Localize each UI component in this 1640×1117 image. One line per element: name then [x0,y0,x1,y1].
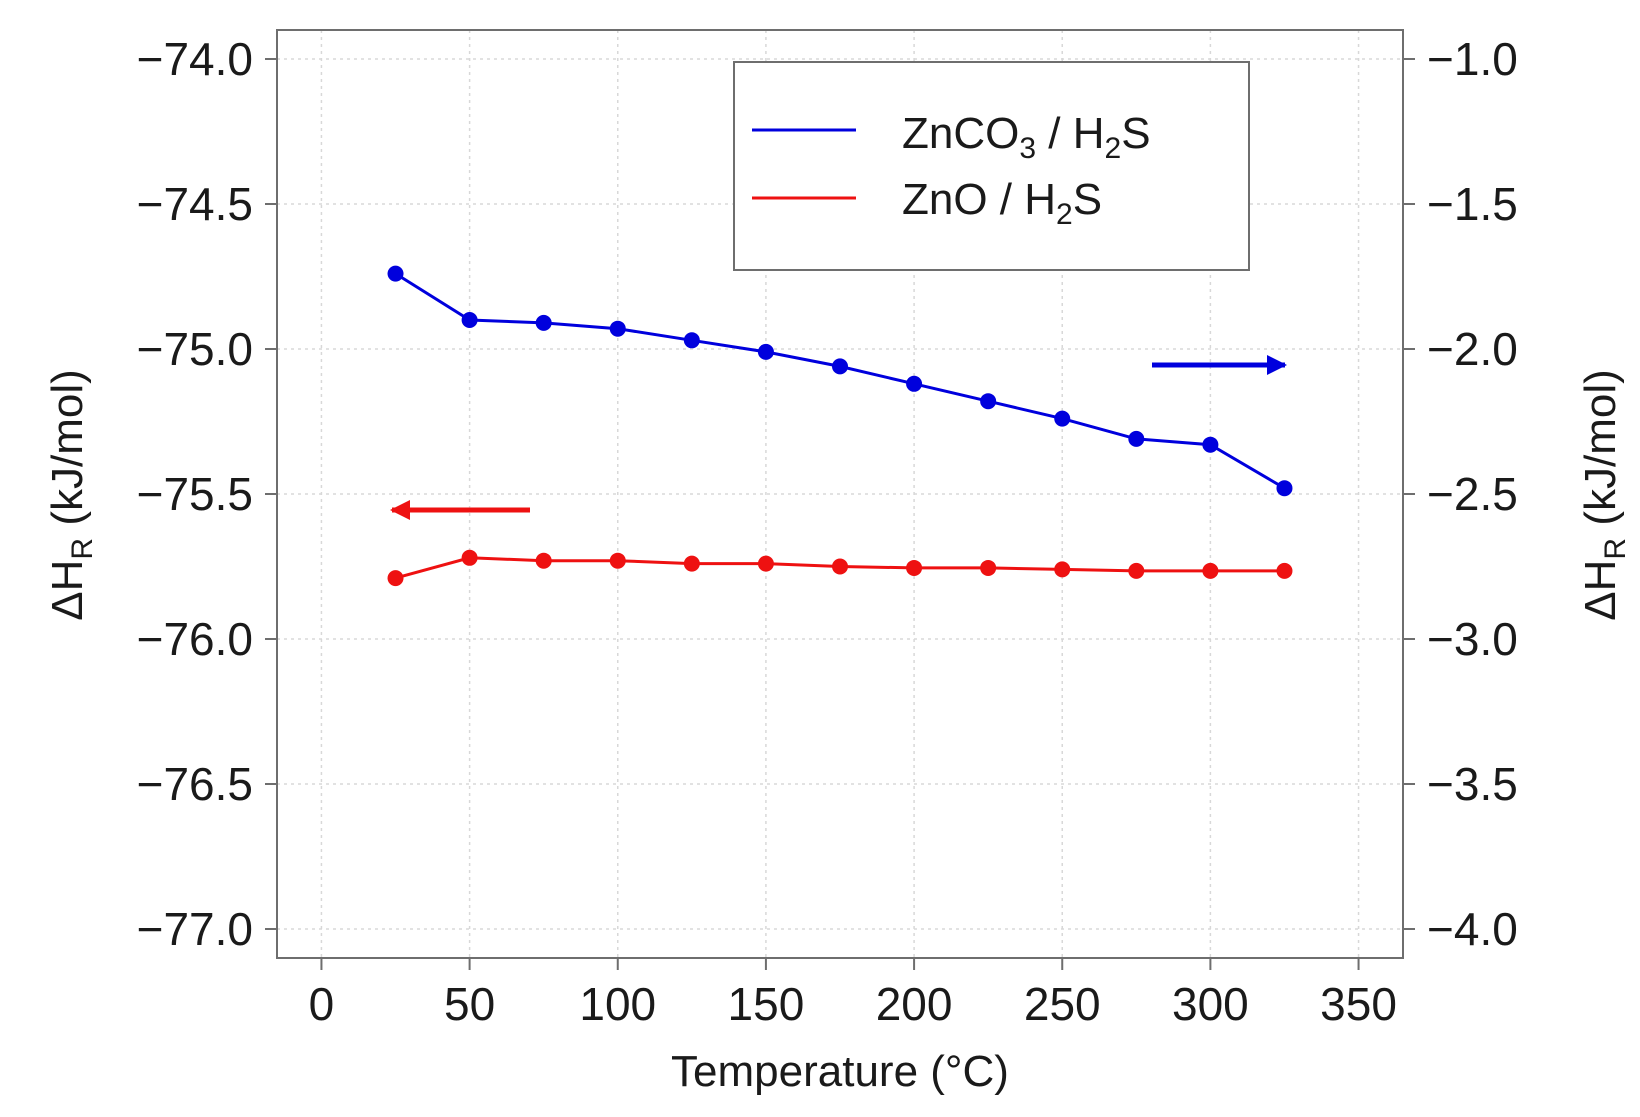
data-point-zno [757,555,774,572]
data-point-zno [609,552,626,569]
x-tick-label: 300 [1172,978,1249,1030]
data-point-znco3 [980,393,997,410]
x-tick-label: 50 [444,978,495,1030]
y-left-main: ΔH [43,560,92,621]
data-point-zno [906,559,923,576]
legend: ZnCO3 / H2S ZnO / H2S [733,61,1250,271]
data-point-znco3 [683,332,700,349]
y-left-sub: R [66,538,99,560]
x-tick-label: 0 [309,978,335,1030]
legend-box [733,61,1250,271]
y-right-tick-label: −1.5 [1427,178,1518,230]
y-left-tick-label: −76.5 [137,758,253,810]
y-left-tick-label: −75.5 [137,468,253,520]
data-point-zno [461,549,478,566]
legend-label-zno: ZnO / H2S [902,175,1102,231]
data-point-znco3 [1128,430,1145,447]
y-axis-title-right: ΔHR (kJ/mol) [1576,369,1632,621]
data-point-znco3 [832,358,848,375]
y-right-rest: (kJ/mol) [1576,369,1625,538]
series-layer [387,265,1293,587]
x-tick-label: 100 [579,978,656,1030]
y-left-tick-label: −75.0 [137,323,253,375]
data-point-znco3 [387,265,404,282]
data-point-zno [1202,562,1219,579]
x-axis-title: Temperature (°C) [671,1047,1009,1096]
y-right-sub: R [1599,538,1632,560]
y-axis-title-left: ΔHR (kJ/mol) [43,369,99,621]
data-point-znco3 [535,314,552,331]
data-point-zno [1128,562,1145,579]
data-point-znco3 [757,343,774,360]
data-point-znco3 [906,375,923,392]
data-point-znco3 [609,320,626,337]
y-right-tick-label: −3.0 [1427,613,1518,665]
data-point-znco3 [1054,410,1071,427]
y-right-tick-label: −3.5 [1427,758,1518,810]
legend-label-znco3: ZnCO3 / H2S [902,109,1151,165]
data-point-zno [1276,562,1293,579]
y-right-main: ΔH [1576,560,1625,621]
y-left-tick-label: −76.0 [137,613,253,665]
data-point-zno [980,559,997,576]
data-point-zno [535,552,552,569]
data-point-zno [1054,561,1071,578]
y-right-tick-label: −2.5 [1427,468,1518,520]
data-point-zno [387,570,404,587]
x-tick-label: 250 [1024,978,1101,1030]
data-point-znco3 [1276,480,1293,497]
y-left-tick-label: −74.0 [137,33,253,85]
y-left-tick-label: −74.5 [137,178,253,230]
x-tick-label: 350 [1320,978,1397,1030]
data-point-znco3 [1202,436,1219,453]
x-tick-label: 150 [728,978,805,1030]
series-line-znco3 [394,272,1286,490]
ticks: 0 50 100 150 200 250 300 350 −74.0 −74.5 −75.0 −75.… [137,33,1518,1030]
y-right-tick-label: −2.0 [1427,323,1518,375]
data-point-zno [832,558,848,575]
y-right-tick-label: −1.0 [1427,33,1518,85]
y-left-tick-label: −77.0 [137,903,253,955]
y-right-tick-label: −4.0 [1427,903,1518,955]
data-point-znco3 [461,312,478,328]
y-left-rest: (kJ/mol) [43,369,92,538]
x-tick-label: 200 [876,978,953,1030]
data-point-zno [683,555,700,572]
